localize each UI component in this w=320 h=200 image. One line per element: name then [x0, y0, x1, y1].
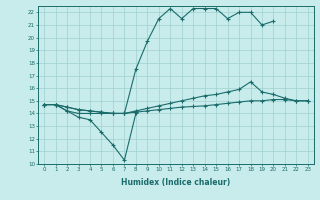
X-axis label: Humidex (Indice chaleur): Humidex (Indice chaleur)	[121, 178, 231, 187]
